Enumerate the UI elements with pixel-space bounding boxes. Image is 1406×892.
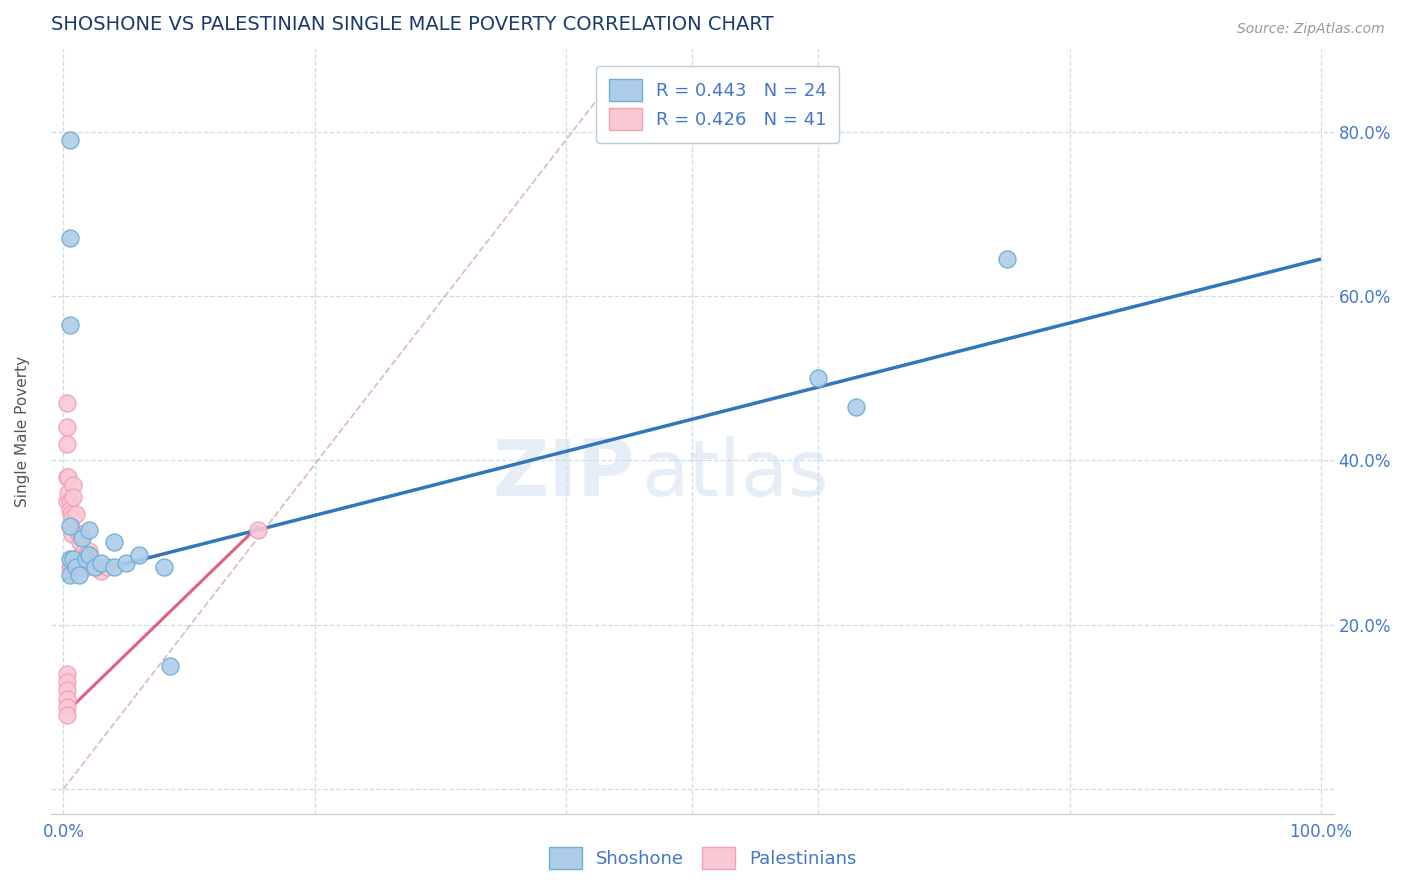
Point — [69, 560, 91, 574]
Point — [59, 552, 82, 566]
Legend: R = 0.443   N = 24, R = 0.426   N = 41: R = 0.443 N = 24, R = 0.426 N = 41 — [596, 66, 839, 143]
Point — [128, 548, 150, 562]
Point — [75, 560, 97, 574]
Point — [56, 396, 79, 410]
Point — [56, 708, 79, 723]
Point — [60, 527, 83, 541]
Point — [159, 658, 181, 673]
Point — [59, 494, 82, 508]
Point — [65, 552, 87, 566]
Point — [75, 552, 97, 566]
Point — [59, 231, 82, 245]
Point — [77, 543, 100, 558]
Point — [247, 523, 270, 537]
Text: SHOSHONE VS PALESTINIAN SINGLE MALE POVERTY CORRELATION CHART: SHOSHONE VS PALESTINIAN SINGLE MALE POVE… — [51, 15, 773, 34]
Point — [75, 548, 97, 562]
Point — [59, 519, 82, 533]
Point — [72, 560, 94, 574]
Point — [807, 371, 830, 385]
Point — [60, 510, 83, 524]
Point — [67, 568, 90, 582]
Point — [59, 318, 82, 332]
Point — [90, 556, 112, 570]
Point — [56, 675, 79, 690]
Legend: Shoshone, Palestinians: Shoshone, Palestinians — [540, 838, 866, 879]
Text: Source: ZipAtlas.com: Source: ZipAtlas.com — [1237, 22, 1385, 37]
Point — [845, 400, 868, 414]
Point — [62, 478, 84, 492]
Point — [103, 560, 125, 574]
Y-axis label: Single Male Poverty: Single Male Poverty — [15, 356, 30, 507]
Point — [56, 437, 79, 451]
Point — [60, 560, 83, 574]
Point — [56, 667, 79, 681]
Point — [56, 683, 79, 698]
Point — [59, 568, 82, 582]
Point — [153, 560, 176, 574]
Point — [77, 523, 100, 537]
Point — [59, 560, 82, 574]
Point — [90, 564, 112, 578]
Point — [56, 469, 79, 483]
Point — [83, 560, 105, 574]
Point — [72, 532, 94, 546]
Point — [103, 535, 125, 549]
Point — [56, 691, 79, 706]
Point — [73, 560, 96, 574]
Point — [56, 494, 79, 508]
Point — [56, 420, 79, 434]
Point — [77, 548, 100, 562]
Point — [58, 486, 80, 500]
Point — [59, 552, 82, 566]
Point — [96, 560, 118, 574]
Point — [65, 560, 87, 574]
Text: ZIP: ZIP — [492, 435, 634, 511]
Point — [62, 490, 84, 504]
Point — [65, 507, 87, 521]
Point — [62, 552, 84, 566]
Point — [59, 507, 82, 521]
Point — [115, 556, 138, 570]
Point — [995, 252, 1018, 266]
Point — [69, 535, 91, 549]
Point — [72, 543, 94, 558]
Text: atlas: atlas — [641, 435, 828, 511]
Point — [59, 502, 82, 516]
Point — [83, 560, 105, 574]
Point — [59, 133, 82, 147]
Point — [58, 469, 80, 483]
Point — [67, 527, 90, 541]
Point — [72, 527, 94, 541]
Point — [63, 560, 86, 574]
Point — [80, 552, 103, 566]
Point — [56, 699, 79, 714]
